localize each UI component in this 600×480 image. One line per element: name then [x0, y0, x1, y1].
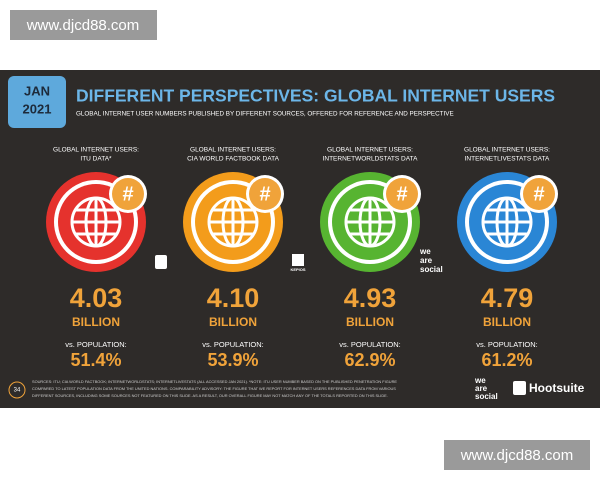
badge-year: 2021: [23, 101, 52, 116]
card-value: 4.93: [344, 283, 397, 313]
population-label: vs. POPULATION:: [339, 340, 401, 349]
watermark-box: [444, 440, 590, 470]
hash-symbol: #: [533, 183, 544, 205]
card-unit: BILLION: [346, 315, 394, 329]
we-are-social-logo: we are social: [474, 376, 498, 401]
logo-text: social: [420, 265, 443, 274]
kepios-logo: KEPIOS: [290, 267, 305, 272]
card-unit: BILLION: [483, 315, 531, 329]
we-are-social-logo: we are social: [419, 247, 443, 274]
logo-text: we: [419, 247, 431, 256]
card-label: ITU DATA*: [80, 156, 112, 163]
sources-line: DIFFERENT SOURCES, INCLUDING SOME SOURCE…: [32, 393, 388, 398]
population-label: vs. POPULATION:: [65, 340, 127, 349]
card-label: GLOBAL INTERNET USERS:: [464, 147, 550, 154]
watermark: www.djcd88.com: [26, 17, 140, 34]
card-label: INTERNETWORLDSTATS DATA: [323, 156, 419, 163]
page-number-ring: [8, 381, 26, 399]
logo-text: social: [475, 392, 498, 401]
sources-line: COMPARED TO LATEST POPULATION DATA FROM …: [32, 386, 396, 391]
sources-line: SOURCES: ITU; CIA WORLD FACTBOOK; INTERN…: [32, 379, 397, 384]
watermark-box: [10, 10, 157, 40]
population-value: 53.9%: [207, 350, 258, 370]
hash-badge: [386, 178, 418, 210]
card-unit: BILLION: [72, 315, 120, 329]
card-unit: BILLION: [209, 315, 257, 329]
date-badge: [8, 76, 66, 128]
hash-badge: [112, 178, 144, 210]
hash-badge: [249, 178, 281, 210]
watermark: www.djcd88.com: [460, 447, 574, 464]
population-value: 62.9%: [344, 350, 395, 370]
card-value: 4.03: [70, 283, 123, 313]
card-label: GLOBAL INTERNET USERS:: [327, 147, 413, 154]
card-label: INTERNETLIVESTATS DATA: [465, 156, 550, 163]
hash-symbol: #: [259, 183, 270, 205]
hash-symbol: #: [122, 183, 133, 205]
badge-month: JAN: [24, 83, 50, 98]
card-label: GLOBAL INTERNET USERS:: [190, 147, 276, 154]
logo-icon: [155, 255, 167, 269]
population-label: vs. POPULATION:: [202, 340, 264, 349]
page-number: 34: [14, 388, 21, 394]
logo-text: we: [474, 376, 486, 385]
slide-title: DIFFERENT PERSPECTIVES: GLOBAL INTERNET …: [76, 86, 555, 106]
card-label: GLOBAL INTERNET USERS:: [53, 147, 139, 154]
hootsuite-logo: Hootsuite: [529, 381, 585, 395]
population-label: vs. POPULATION:: [476, 340, 538, 349]
logo-text: are: [475, 384, 488, 393]
card-value: 4.10: [207, 283, 260, 313]
slide-subtitle: GLOBAL INTERNET USER NUMBERS PUBLISHED B…: [76, 111, 454, 118]
logo-text: are: [420, 256, 433, 265]
logo-icon: [292, 254, 304, 266]
sources: SOURCES: ITU; CIA WORLD FACTBOOK; INTERN…: [32, 379, 397, 398]
card-label: CIA WORLD FACTBOOK DATA: [187, 156, 280, 163]
hash-badge: [523, 178, 555, 210]
population-value: 61.2%: [481, 350, 532, 370]
hash-symbol: #: [396, 183, 407, 205]
cards: GLOBAL INTERNET USERS: ITU DATA* #4.03 BILL…: [46, 147, 558, 370]
hootsuite-icon: [513, 381, 526, 395]
card-value: 4.79: [481, 283, 534, 313]
population-value: 51.4%: [70, 350, 121, 370]
